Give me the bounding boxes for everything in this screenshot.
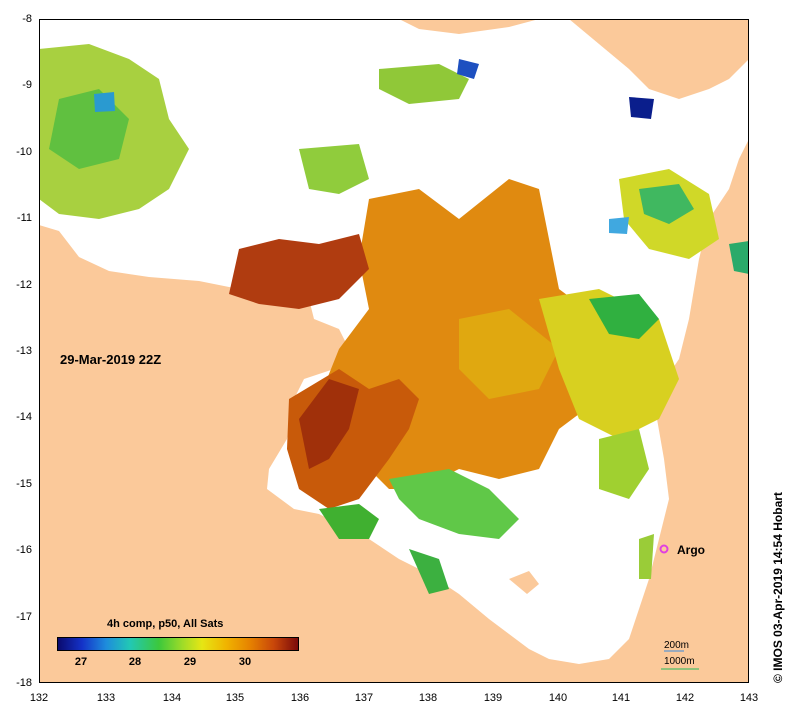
date-label: 29-Mar-2019 22Z [60, 352, 162, 367]
depth-label-1000m: 1000m [664, 656, 695, 667]
x-tick-label: 138 [418, 692, 438, 704]
y-tick-label: -14 [16, 411, 32, 423]
y-tick-label: -11 [16, 212, 32, 224]
y-tick-label: -16 [16, 544, 32, 556]
x-tick-label: 141 [611, 692, 631, 704]
x-tick-label: 142 [675, 692, 695, 704]
argo-marker [659, 544, 669, 554]
x-tick-label: 139 [483, 692, 503, 704]
land-northern-peninsula [569, 19, 749, 99]
sst-map [39, 19, 749, 683]
colorbar-title: 4h comp, p50, All Sats [107, 618, 224, 630]
colorbar-label: 30 [238, 656, 252, 668]
y-tick-label: -8 [22, 13, 32, 25]
y-tick-label: -12 [16, 279, 32, 291]
colorbar-label: 29 [183, 656, 197, 668]
land-groote-island [509, 571, 539, 594]
land-northern-territory [39, 139, 749, 683]
map-frame [39, 19, 749, 683]
x-tick-label: 136 [290, 692, 310, 704]
x-tick-label: 134 [162, 692, 182, 704]
x-tick-label: 140 [548, 692, 568, 704]
x-tick-label: 133 [96, 692, 116, 704]
x-tick-label: 135 [225, 692, 245, 704]
argo-label: Argo [677, 543, 705, 557]
y-tick-label: -15 [16, 478, 32, 490]
land-papua-new-guinea [399, 19, 539, 34]
sst-patches [39, 44, 749, 594]
colorbar-label: 27 [74, 656, 88, 668]
y-tick-label: -13 [16, 345, 32, 357]
credit-text: © IMOS 03-Apr-2019 14:54 Hobart [771, 492, 785, 683]
x-tick-label: 137 [354, 692, 374, 704]
x-tick-label: 143 [739, 692, 759, 704]
y-tick-label: -17 [16, 611, 32, 623]
x-tick-label: 132 [29, 692, 49, 704]
colorbar-label: 28 [128, 656, 142, 668]
y-tick-label: -9 [22, 79, 32, 91]
colorbar [57, 637, 299, 651]
y-tick-label: -18 [16, 677, 32, 689]
depth-label-200m: 200m [664, 640, 690, 651]
y-tick-label: -10 [16, 146, 32, 158]
